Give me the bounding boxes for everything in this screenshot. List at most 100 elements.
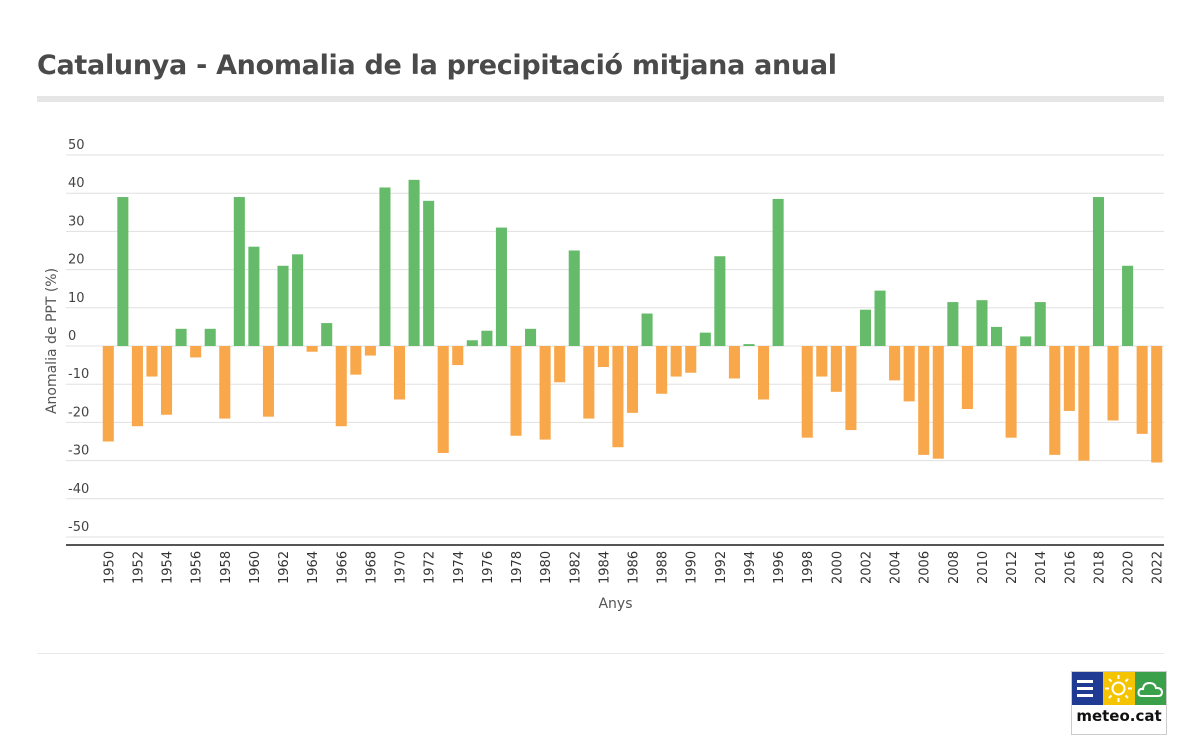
bar-1957 bbox=[205, 329, 216, 346]
bar-1954 bbox=[161, 346, 172, 415]
x-tick-label: 2014 bbox=[1034, 551, 1049, 584]
x-tick-label: 1986 bbox=[627, 551, 642, 584]
y-tick-label: -40 bbox=[68, 482, 89, 497]
x-tick-label: 2016 bbox=[1063, 551, 1078, 584]
x-tick-label: 2010 bbox=[976, 551, 991, 584]
x-tick-label: 1950 bbox=[102, 551, 117, 584]
bar-1979 bbox=[525, 329, 536, 346]
bar-1984 bbox=[598, 346, 609, 367]
x-tick-label: 1960 bbox=[248, 551, 263, 584]
bar-2015 bbox=[1049, 346, 1060, 455]
bar-1952 bbox=[132, 346, 143, 426]
cloud-icon bbox=[1135, 672, 1166, 705]
x-tick-label: 1972 bbox=[423, 551, 438, 584]
x-tick-label: 2020 bbox=[1122, 551, 1137, 584]
x-tick-label: 1952 bbox=[131, 551, 146, 584]
x-tick-label: 1954 bbox=[161, 551, 176, 584]
footer-divider bbox=[37, 653, 1164, 654]
y-tick-label: 20 bbox=[68, 253, 85, 268]
bar-2001 bbox=[845, 346, 856, 430]
meteocat-logo: meteo.cat bbox=[1071, 671, 1167, 735]
bar-2018 bbox=[1093, 197, 1104, 346]
bar-1974 bbox=[452, 346, 463, 365]
bar-1967 bbox=[350, 346, 361, 375]
bar-1960 bbox=[248, 247, 259, 346]
bar-1956 bbox=[190, 346, 201, 357]
y-axis-ticks: 50 40 30 20 10 0 -10 -20 -30 -40 -50 bbox=[68, 138, 89, 535]
bar-2009 bbox=[962, 346, 973, 409]
bar-1998 bbox=[802, 346, 813, 438]
bar-1950 bbox=[103, 346, 114, 442]
bar-1995 bbox=[758, 346, 769, 399]
x-tick-label: 1992 bbox=[714, 551, 729, 584]
bar-2010 bbox=[976, 300, 987, 346]
bar-1999 bbox=[816, 346, 827, 377]
bar-2002 bbox=[860, 310, 871, 346]
y-tick-label: -20 bbox=[68, 405, 89, 420]
y-tick-label: -50 bbox=[68, 520, 89, 535]
bar-1982 bbox=[569, 251, 580, 347]
bar-2011 bbox=[991, 327, 1002, 346]
bar-1975 bbox=[467, 340, 478, 346]
bar-1968 bbox=[365, 346, 376, 356]
y-tick-label: -30 bbox=[68, 444, 89, 459]
bar-1987 bbox=[642, 314, 653, 346]
x-tick-label: 2018 bbox=[1092, 551, 1107, 584]
bar-1973 bbox=[438, 346, 449, 453]
bar-2017 bbox=[1078, 346, 1089, 461]
bar-1978 bbox=[510, 346, 521, 436]
x-tick-label: 2004 bbox=[889, 551, 904, 584]
bar-1988 bbox=[656, 346, 667, 394]
logo-icons bbox=[1072, 672, 1166, 705]
x-tick-label: 2000 bbox=[830, 551, 845, 584]
bar-1993 bbox=[729, 346, 740, 378]
y-axis-title: Anomalia de PPT (%) bbox=[44, 268, 60, 414]
bar-1990 bbox=[685, 346, 696, 373]
x-tick-label: 1962 bbox=[277, 551, 292, 584]
bar-2014 bbox=[1035, 302, 1046, 346]
bar-1980 bbox=[540, 346, 551, 440]
y-tick-label: 10 bbox=[68, 291, 85, 306]
bar-1989 bbox=[671, 346, 682, 377]
bar-2005 bbox=[904, 346, 915, 401]
bar-2022 bbox=[1151, 346, 1162, 463]
x-axis-title: Anys bbox=[598, 596, 632, 612]
x-tick-label: 2012 bbox=[1005, 551, 1020, 584]
x-tick-label: 1966 bbox=[335, 551, 350, 584]
bar-1966 bbox=[336, 346, 347, 426]
bar-2007 bbox=[933, 346, 944, 459]
x-tick-label: 1958 bbox=[219, 551, 234, 584]
bar-1972 bbox=[423, 201, 434, 346]
x-tick-label: 1994 bbox=[743, 551, 758, 584]
y-tick-label: 40 bbox=[68, 176, 85, 191]
bar-1964 bbox=[307, 346, 318, 352]
bar-1970 bbox=[394, 346, 405, 399]
bar-1958 bbox=[219, 346, 230, 419]
bar-2008 bbox=[947, 302, 958, 346]
bar-2000 bbox=[831, 346, 842, 392]
bar-1991 bbox=[700, 333, 711, 346]
bar-2013 bbox=[1020, 336, 1031, 346]
bar-1992 bbox=[714, 256, 725, 346]
bar-1965 bbox=[321, 323, 332, 346]
bar-1994 bbox=[743, 344, 754, 346]
bars bbox=[103, 180, 1163, 463]
bar-2006 bbox=[918, 346, 929, 455]
x-tick-label: 2002 bbox=[859, 551, 874, 584]
bar-2016 bbox=[1064, 346, 1075, 411]
bar-1981 bbox=[554, 346, 565, 382]
bar-2012 bbox=[1006, 346, 1017, 438]
x-tick-label: 1988 bbox=[656, 551, 671, 584]
bars-icon bbox=[1072, 672, 1103, 705]
x-tick-label: 2008 bbox=[947, 551, 962, 584]
bar-1959 bbox=[234, 197, 245, 346]
bar-1986 bbox=[627, 346, 638, 413]
x-tick-label: 1956 bbox=[190, 551, 205, 584]
x-tick-label: 1998 bbox=[801, 551, 816, 584]
bar-1983 bbox=[583, 346, 594, 419]
bar-1969 bbox=[379, 187, 390, 346]
y-tick-label: 30 bbox=[68, 214, 85, 229]
x-tick-label: 2006 bbox=[918, 551, 933, 584]
y-tick-label: 50 bbox=[68, 138, 85, 153]
